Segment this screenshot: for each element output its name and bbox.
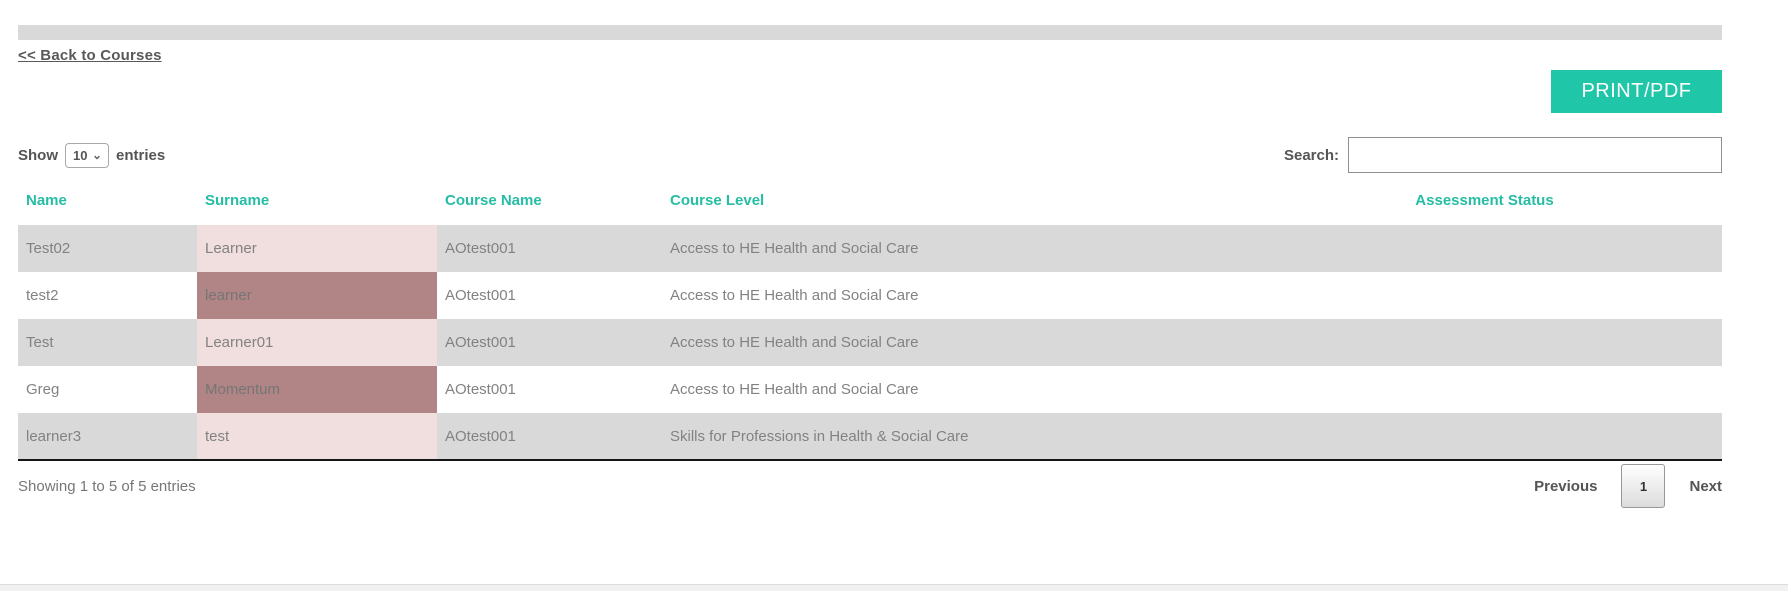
showing-entries-text: Showing 1 to 5 of 5 entries — [18, 477, 196, 495]
toolbar: PRINT/PDF — [18, 70, 1722, 113]
pagination: Previous 1 Next — [1534, 464, 1722, 508]
back-to-courses-link[interactable]: << Back to Courses — [18, 47, 162, 64]
cell-name: Test — [18, 319, 197, 366]
table-controls-row: Show 10 ⌄ entries Search: — [18, 137, 1722, 173]
cell-assessment-status — [1247, 319, 1722, 366]
horizontal-scrollbar-track[interactable] — [18, 25, 1722, 40]
cell-assessment-status — [1247, 225, 1722, 272]
table-row: test2 learner AOtest001 Access to HE Hea… — [18, 272, 1722, 319]
show-label: Show — [18, 146, 58, 164]
page-size-select[interactable]: 10 — [73, 147, 104, 163]
search-label: Search: — [1283, 146, 1339, 164]
cell-name: Greg — [18, 366, 197, 413]
page-container: << Back to Courses PRINT/PDF Show 10 ⌄ e… — [18, 0, 1722, 508]
cell-assessment-status — [1247, 272, 1722, 319]
table-row: learner3 test AOtest001 Skills for Profe… — [18, 413, 1722, 461]
learners-table: Name Surname Course Name Course Level As… — [18, 192, 1722, 461]
cell-course-name: AOtest001 — [437, 225, 662, 272]
cell-surname: Learner01 — [197, 319, 437, 366]
print-pdf-button[interactable]: PRINT/PDF — [1551, 70, 1722, 113]
cell-surname: Momentum — [197, 366, 437, 413]
entries-label: entries — [116, 146, 166, 164]
column-header-course-level[interactable]: Course Level — [670, 192, 765, 209]
cell-assessment-status — [1247, 413, 1722, 461]
cell-course-level: Access to HE Health and Social Care — [662, 272, 1247, 319]
cell-course-name: AOtest001 — [437, 272, 662, 319]
table-header-row: Name Surname Course Name Course Level As… — [18, 192, 1722, 225]
page-size-select-box: 10 ⌄ — [65, 142, 109, 168]
cell-course-name: AOtest001 — [437, 319, 662, 366]
cell-course-name: AOtest001 — [437, 413, 662, 461]
page-length-control: Show 10 ⌄ entries — [18, 142, 166, 168]
table-row: Greg Momentum AOtest001 Access to HE Hea… — [18, 366, 1722, 413]
cell-surname: Learner — [197, 225, 437, 272]
column-header-surname[interactable]: Surname — [205, 192, 270, 209]
search-input[interactable] — [1348, 137, 1722, 173]
search-control: Search: — [1284, 137, 1722, 173]
next-page-button[interactable]: Next — [1689, 477, 1722, 495]
column-header-assessment-status[interactable]: Assessment Status — [1415, 192, 1554, 209]
table-row: Test02 Learner AOtest001 Access to HE He… — [18, 225, 1722, 272]
cell-name: Test02 — [18, 225, 197, 272]
column-header-course-name[interactable]: Course Name — [445, 192, 542, 209]
cell-course-level: Skills for Professions in Health & Socia… — [662, 413, 1247, 461]
cell-course-level: Access to HE Health and Social Care — [662, 225, 1247, 272]
page-number-button[interactable]: 1 — [1621, 464, 1666, 508]
cell-surname: test — [197, 413, 437, 461]
cell-surname: learner — [197, 272, 437, 319]
column-header-name[interactable]: Name — [26, 192, 67, 209]
cell-name: learner3 — [18, 413, 197, 461]
cell-course-level: Access to HE Health and Social Care — [662, 366, 1247, 413]
table-row: Test Learner01 AOtest001 Access to HE He… — [18, 319, 1722, 366]
cell-course-name: AOtest001 — [437, 366, 662, 413]
bottom-scrollbar-track[interactable] — [0, 584, 1788, 591]
cell-assessment-status — [1247, 366, 1722, 413]
previous-page-button[interactable]: Previous — [1534, 477, 1598, 495]
cell-course-level: Access to HE Health and Social Care — [662, 319, 1247, 366]
table-footer-row: Showing 1 to 5 of 5 entries Previous 1 N… — [18, 464, 1722, 508]
cell-name: test2 — [18, 272, 197, 319]
